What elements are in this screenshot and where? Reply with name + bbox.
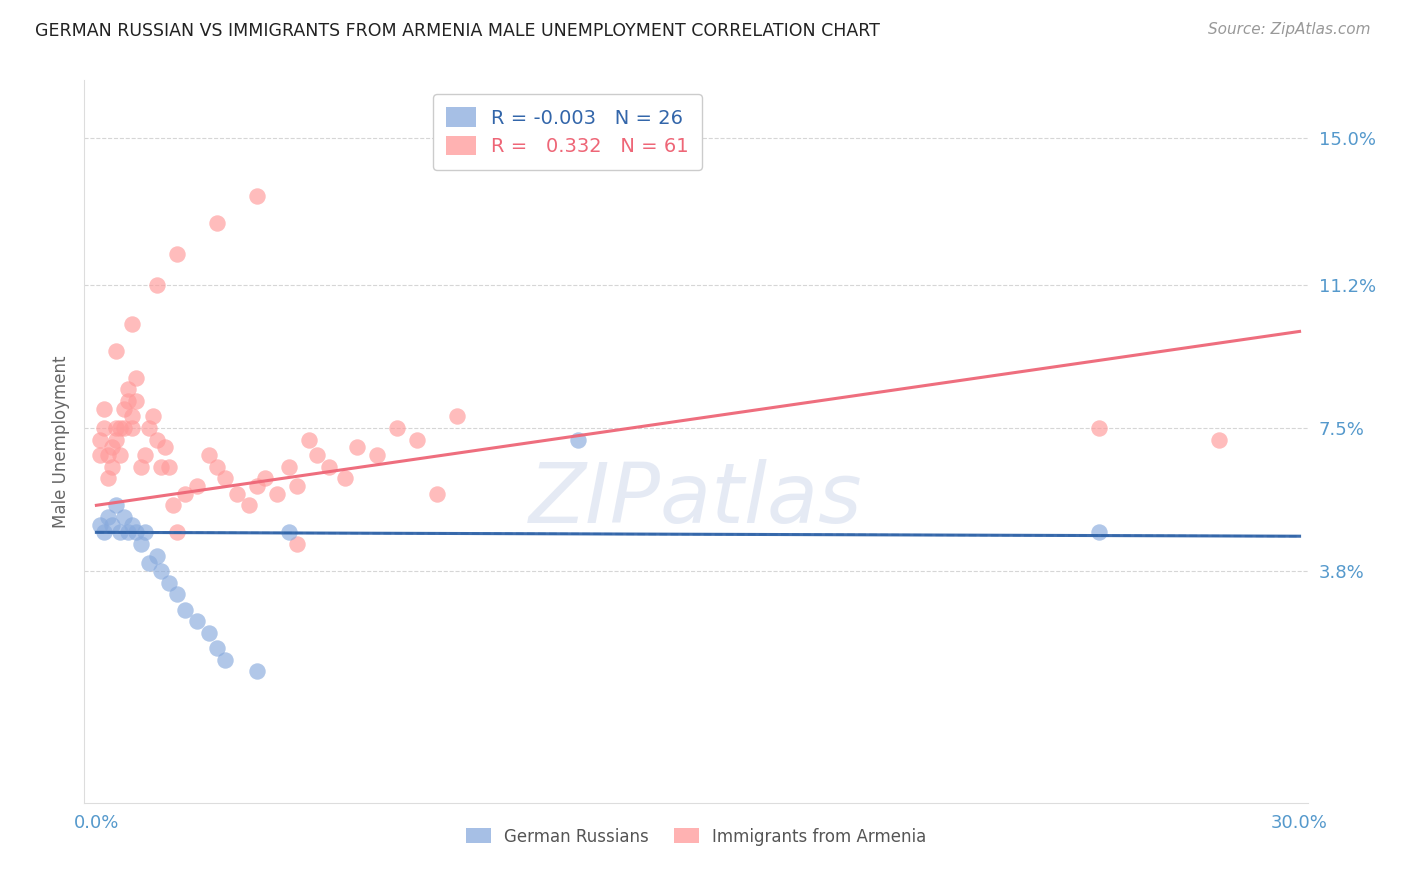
Point <box>101 517 124 532</box>
Point <box>186 479 208 493</box>
Point <box>93 401 115 416</box>
Text: GERMAN RUSSIAN VS IMMIGRANTS FROM ARMENIA MALE UNEMPLOYMENT CORRELATION CHART: GERMAN RUSSIAN VS IMMIGRANTS FROM ARMENI… <box>35 22 880 40</box>
Point <box>173 486 195 500</box>
Point <box>305 448 328 462</box>
Point <box>114 509 136 524</box>
Point <box>157 575 180 590</box>
Point <box>89 517 111 532</box>
Point <box>406 433 429 447</box>
Point <box>129 459 152 474</box>
Point <box>117 383 139 397</box>
Text: Source: ZipAtlas.com: Source: ZipAtlas.com <box>1208 22 1371 37</box>
Point <box>205 641 228 656</box>
Point <box>446 409 468 424</box>
Point <box>97 448 120 462</box>
Point <box>101 459 124 474</box>
Point <box>246 189 269 203</box>
Point <box>125 394 148 409</box>
Point <box>366 448 388 462</box>
Point <box>1208 433 1230 447</box>
Point <box>121 421 143 435</box>
Legend: German Russians, Immigrants from Armenia: German Russians, Immigrants from Armenia <box>458 821 934 852</box>
Point <box>246 665 269 679</box>
Point <box>157 459 180 474</box>
Point <box>277 525 299 540</box>
Point <box>138 421 160 435</box>
Point <box>197 448 219 462</box>
Point <box>117 394 139 409</box>
Point <box>145 278 167 293</box>
Point <box>89 448 111 462</box>
Point <box>214 471 236 485</box>
Point <box>134 448 156 462</box>
Point <box>145 433 167 447</box>
Point <box>225 486 247 500</box>
Point <box>285 479 308 493</box>
Point <box>105 498 128 512</box>
Point <box>238 498 260 512</box>
Point <box>121 317 143 331</box>
Point <box>426 486 449 500</box>
Point <box>110 448 132 462</box>
Point <box>385 421 408 435</box>
Point <box>149 459 172 474</box>
Point <box>197 625 219 640</box>
Point <box>1088 421 1111 435</box>
Point <box>153 440 176 454</box>
Point <box>141 409 163 424</box>
Point <box>134 525 156 540</box>
Point <box>93 421 115 435</box>
Point <box>149 564 172 578</box>
Point <box>205 459 228 474</box>
Text: ZIPatlas: ZIPatlas <box>529 458 863 540</box>
Point <box>105 421 128 435</box>
Point <box>1088 525 1111 540</box>
Y-axis label: Male Unemployment: Male Unemployment <box>52 355 70 528</box>
Point <box>266 486 288 500</box>
Point <box>110 525 132 540</box>
Point <box>166 587 188 601</box>
Point <box>117 525 139 540</box>
Point <box>567 433 589 447</box>
Point <box>105 433 128 447</box>
Point <box>205 216 228 230</box>
Point <box>105 343 128 358</box>
Point <box>173 602 195 616</box>
Point <box>166 247 188 261</box>
Point <box>298 433 321 447</box>
Point <box>114 421 136 435</box>
Point <box>246 479 269 493</box>
Point <box>138 556 160 570</box>
Point <box>125 525 148 540</box>
Point <box>214 653 236 667</box>
Point <box>101 440 124 454</box>
Point <box>166 525 188 540</box>
Point <box>318 459 340 474</box>
Point <box>114 401 136 416</box>
Point <box>110 421 132 435</box>
Point <box>346 440 368 454</box>
Point <box>333 471 356 485</box>
Point <box>121 517 143 532</box>
Point <box>125 371 148 385</box>
Point <box>253 471 276 485</box>
Point <box>121 409 143 424</box>
Point <box>162 498 184 512</box>
Point <box>285 537 308 551</box>
Point <box>93 525 115 540</box>
Point <box>89 433 111 447</box>
Point <box>97 471 120 485</box>
Point <box>186 614 208 628</box>
Point <box>97 509 120 524</box>
Point <box>145 549 167 563</box>
Point <box>277 459 299 474</box>
Point <box>129 537 152 551</box>
